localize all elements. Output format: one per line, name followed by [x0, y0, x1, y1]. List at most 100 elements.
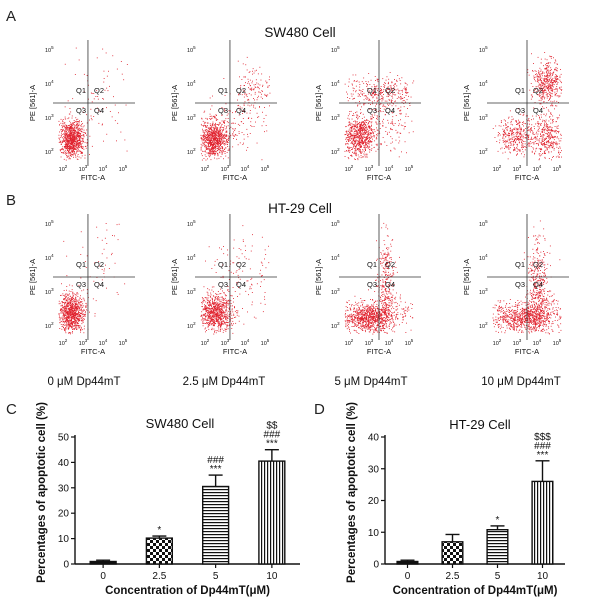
quadrant-label-q2: Q2: [236, 86, 246, 95]
y-tick-label: 102: [331, 147, 340, 156]
bar-3: [258, 460, 286, 565]
panel-letter-c: C: [6, 401, 17, 418]
x-tick-label: 103: [79, 164, 88, 173]
x-tick-label: 102: [59, 164, 68, 173]
x-tick-label: 102: [201, 164, 210, 173]
condition-label-3: 10 μM Dp44mT: [481, 376, 560, 388]
y-tick-label: 102: [331, 321, 340, 330]
x-tick-label: 104: [533, 164, 542, 173]
x-tick-label: 103: [79, 338, 88, 347]
flow-dots: [58, 223, 126, 335]
bar-0: [89, 560, 117, 565]
x-tick-label: 104: [533, 338, 542, 347]
x-tick-label: 104: [241, 164, 250, 173]
y-tick-label: 0: [373, 560, 379, 571]
y-tick-label: 105: [331, 45, 340, 54]
x-tick-label: 103: [513, 338, 522, 347]
x-tick-label: 102: [345, 338, 354, 347]
quadrant-label-q4: Q4: [385, 106, 395, 115]
quadrant-label-q2: Q2: [385, 86, 395, 95]
x-tick-label: 102: [59, 338, 68, 347]
bar-chart-title: HT-29 Cell: [449, 417, 511, 432]
significance-label: ### ***: [207, 455, 224, 475]
y-tick-label: 105: [187, 219, 196, 228]
quadrant-label-q4: Q4: [236, 280, 246, 289]
flow-plot-r1-c1: Q1 Q2 Q3 Q4 PE [561]-A 102 103 104 105 102 103 104 1…: [170, 214, 277, 356]
x-tick-label: 0: [100, 571, 106, 582]
x-tick-label: 103: [365, 164, 374, 173]
flow-plot-r0-c1: Q1 Q2 Q3 Q4 PE [561]-A 102 103 104 105 102 103 104 1…: [170, 40, 277, 182]
quadrant-label-q2: Q2: [236, 260, 246, 269]
x-tick-label: 103: [221, 164, 230, 173]
bar-0: [396, 560, 419, 565]
panel-letter-d: D: [314, 401, 325, 418]
flow-plot-r0-c3: Q1 Q2 Q3 Q4 PE [561]-A 102 103 104 105 102 103 104 1…: [462, 40, 569, 182]
quadrant-label-q4: Q4: [94, 106, 104, 115]
y-tick-label: 10: [58, 534, 70, 545]
y-tick-label: 0: [63, 560, 69, 571]
quadrant-label-q1: Q1: [367, 260, 377, 269]
y-tick-label: 102: [479, 321, 488, 330]
y-axis-label: PE [561]-A: [28, 85, 37, 121]
y-tick-label: 105: [187, 45, 196, 54]
flow-plot-r1-c2: Q1 Q2 Q3 Q4 PE [561]-A 102 103 104 105 102 103 104 1…: [314, 214, 421, 356]
x-tick-label: 102: [493, 338, 502, 347]
quadrant-label-q4: Q4: [533, 280, 543, 289]
y-tick-label: 104: [187, 253, 196, 262]
flow-row-title-sw480: SW480 Cell: [264, 25, 335, 40]
y-tick-label: 102: [479, 147, 488, 156]
y-tick-label: 102: [45, 147, 54, 156]
y-tick-label: 30: [58, 483, 70, 494]
y-tick-label: 105: [479, 219, 488, 228]
bar-2: [201, 485, 230, 565]
quadrant-label-q1: Q1: [367, 86, 377, 95]
quadrant-label-q2: Q2: [533, 86, 543, 95]
x-tick-label: 10: [266, 571, 278, 582]
y-axis-label: PE [561]-A: [170, 259, 179, 295]
y-tick-label: 103: [331, 287, 340, 296]
x-tick-label: 105: [261, 338, 270, 347]
significance-label: *: [496, 515, 500, 526]
x-tick-label: 103: [221, 338, 230, 347]
significance-label: *: [157, 525, 161, 536]
x-tick-label: 103: [513, 164, 522, 173]
y-axis-label: PE [561]-A: [28, 259, 37, 295]
flow-dots: [492, 220, 562, 335]
quadrant-label-q1: Q1: [515, 86, 525, 95]
y-tick-label: 105: [45, 219, 54, 228]
bar-3: [531, 480, 554, 565]
y-tick-label: 105: [45, 45, 54, 54]
quadrant-label-q4: Q4: [385, 280, 395, 289]
quadrant-label-q4: Q4: [533, 106, 543, 115]
y-tick-label: 102: [45, 321, 54, 330]
x-tick-label: 103: [365, 338, 374, 347]
quadrant-label-q3: Q3: [515, 106, 525, 115]
x-axis-label: FITC-A: [81, 347, 105, 356]
quadrant-label-q1: Q1: [76, 86, 86, 95]
y-tick-label: 104: [479, 79, 488, 88]
y-tick-label: 50: [58, 433, 70, 444]
quadrant-label-q3: Q3: [515, 280, 525, 289]
y-tick-label: 103: [45, 113, 54, 122]
bar-1: [441, 541, 464, 565]
flow-dots: [344, 72, 415, 161]
y-tick-label: 40: [58, 458, 70, 469]
x-tick-label: 105: [553, 338, 562, 347]
quadrant-label-q3: Q3: [76, 280, 86, 289]
x-tick-label: 102: [493, 164, 502, 173]
x-tick-label: 105: [553, 164, 562, 173]
y-axis-label: PE [561]-A: [314, 85, 323, 121]
bar-y-axis-label: Percentages of apoptotic cell (%): [346, 402, 358, 583]
quadrant-label-q1: Q1: [218, 86, 228, 95]
x-tick-label: 105: [119, 164, 128, 173]
y-axis-label: PE [561]-A: [170, 85, 179, 121]
condition-label-2: 5 μM Dp44mT: [334, 376, 407, 388]
quadrant-label-q2: Q2: [385, 260, 395, 269]
x-axis-label: FITC-A: [515, 173, 539, 182]
quadrant-label-q1: Q1: [218, 260, 228, 269]
x-tick-label: 102: [201, 338, 210, 347]
x-tick-label: 105: [405, 164, 414, 173]
